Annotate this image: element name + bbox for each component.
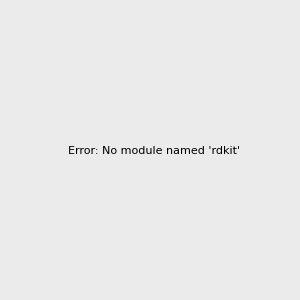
- Text: Error: No module named 'rdkit': Error: No module named 'rdkit': [68, 146, 240, 157]
